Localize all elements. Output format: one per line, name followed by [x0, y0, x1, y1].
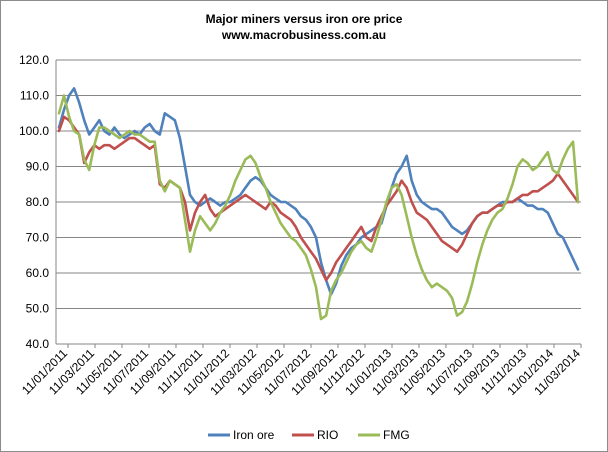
series-line-fmg [57, 94, 580, 321]
y-tick-label: 60.0 [26, 266, 50, 280]
y-tick-label: 40.0 [26, 337, 50, 351]
y-tick-label: 90.0 [26, 160, 50, 174]
legend-label: FMG [383, 428, 410, 442]
axes: 40.050.060.070.080.090.0100.0110.0120.01… [19, 53, 583, 398]
legend: Iron ore RIO FMG [208, 428, 410, 442]
y-tick-label: 100.0 [19, 124, 49, 138]
legend-label: Iron ore [233, 428, 275, 442]
y-tick-label: 120.0 [19, 53, 49, 67]
series-line-rio [57, 115, 580, 282]
legend-label: RIO [317, 428, 338, 442]
series-lines [57, 87, 580, 321]
y-tick-label: 70.0 [26, 231, 50, 245]
y-tick-label: 110.0 [20, 89, 49, 103]
y-tick-label: 80.0 [26, 195, 50, 209]
chart-subtitle: www.macrobusiness.com.au [221, 28, 386, 42]
y-tick-label: 50.0 [26, 302, 50, 316]
chart-title: Major miners versus iron ore price [206, 12, 403, 26]
